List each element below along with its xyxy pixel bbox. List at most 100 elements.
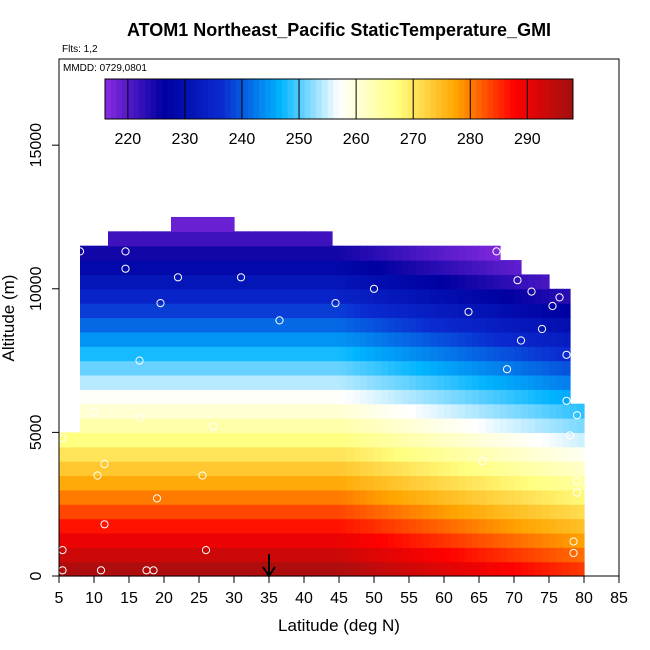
heatmap-cell <box>542 561 550 577</box>
heatmap-cell <box>269 461 277 477</box>
heatmap-cell <box>241 475 249 491</box>
heatmap-cell <box>339 446 347 462</box>
heatmap-cell <box>514 303 522 319</box>
heatmap-cell <box>514 489 522 505</box>
heatmap-cell <box>185 274 193 290</box>
heatmap-cell <box>304 561 312 577</box>
heatmap-cell <box>563 461 571 477</box>
heatmap-cell <box>395 518 403 534</box>
heatmap-cell <box>227 504 235 520</box>
heatmap-cell <box>465 260 473 276</box>
heatmap-cell <box>325 432 333 448</box>
heatmap-cell <box>472 432 480 448</box>
heatmap-cell <box>556 461 564 477</box>
heatmap-cell <box>73 504 81 520</box>
chart-title: ATOM1 Northeast_Pacific StaticTemperatur… <box>127 20 551 40</box>
colorbar-swatch <box>333 79 340 119</box>
heatmap-cell <box>171 446 179 462</box>
heatmap-cell <box>444 317 452 333</box>
heatmap-cell <box>458 288 466 304</box>
heatmap-cell <box>493 288 501 304</box>
heatmap-cell <box>542 504 550 520</box>
heatmap-cell <box>199 260 207 276</box>
heatmap-cell <box>136 360 144 376</box>
heatmap-cell <box>283 432 291 448</box>
heatmap-cell <box>234 547 242 563</box>
heatmap-cell <box>437 317 445 333</box>
heatmap-cell <box>437 518 445 534</box>
heatmap-cell <box>416 360 424 376</box>
heatmap-cell <box>269 303 277 319</box>
heatmap-cell <box>458 360 466 376</box>
heatmap-cell <box>87 288 95 304</box>
heatmap-cell <box>206 360 214 376</box>
heatmap-cell <box>269 317 277 333</box>
heatmap-cell <box>199 231 207 247</box>
heatmap-cell <box>276 418 284 433</box>
heatmap-cell <box>115 489 123 505</box>
x-tick-label: 35 <box>260 590 278 607</box>
heatmap-cell <box>444 346 452 362</box>
heatmap-cell <box>290 346 298 362</box>
heatmap-cell <box>318 288 326 304</box>
observation-point <box>212 207 221 216</box>
x-tick-label: 70 <box>505 590 523 607</box>
heatmap-cell <box>255 446 263 462</box>
heatmap-cell <box>94 374 102 390</box>
heatmap-cell <box>276 360 284 376</box>
heatmap-cell <box>332 346 340 362</box>
heatmap-cell <box>325 346 333 362</box>
heatmap-cell <box>325 475 333 491</box>
heatmap-cell <box>164 317 172 333</box>
heatmap-cell <box>472 245 480 261</box>
heatmap-cell <box>353 561 361 577</box>
heatmap-cell <box>234 303 242 319</box>
heatmap-cell <box>535 475 543 491</box>
heatmap-cell <box>150 418 158 433</box>
heatmap-cell <box>220 475 228 491</box>
heatmap-cell <box>206 231 214 247</box>
heatmap-cell <box>276 331 284 347</box>
heatmap-cell <box>241 245 249 261</box>
observation-point <box>516 336 526 345</box>
heatmap-cell <box>507 518 515 534</box>
heatmap-cell <box>227 561 235 577</box>
heatmap-cell <box>87 260 95 276</box>
heatmap-cell <box>500 288 508 304</box>
heatmap-cell <box>80 274 88 290</box>
heatmap-cell <box>157 288 165 304</box>
heatmap-cell <box>206 389 214 405</box>
heatmap-cell <box>185 561 193 577</box>
heatmap-cell <box>129 317 137 333</box>
colorbar-swatch <box>510 79 517 119</box>
observation-point <box>565 431 575 440</box>
heatmap-cell <box>500 403 508 419</box>
heatmap-cell <box>388 360 396 376</box>
heatmap-cell <box>136 374 144 390</box>
heatmap-cell <box>136 561 144 577</box>
heatmap-cell <box>563 403 571 419</box>
heatmap-cell <box>493 561 501 577</box>
heatmap-cell <box>164 446 172 462</box>
heatmap-cell <box>311 303 319 319</box>
heatmap-cell <box>108 489 116 505</box>
observation-point <box>502 365 512 374</box>
heatmap-cell <box>262 561 270 577</box>
heatmap-cell <box>563 374 571 390</box>
heatmap-cell <box>388 446 396 462</box>
x-tick-label: 80 <box>575 590 593 607</box>
heatmap-cell <box>542 418 550 433</box>
heatmap-cell <box>409 561 417 577</box>
heatmap-cell <box>472 504 480 520</box>
heatmap-cell <box>423 418 431 433</box>
heatmap-cell <box>500 418 508 433</box>
heatmap-cell <box>556 504 564 520</box>
heatmap-cell <box>451 245 459 261</box>
heatmap-cell <box>535 446 543 462</box>
heatmap-cell <box>507 489 515 505</box>
heatmap-cell <box>94 245 102 261</box>
heatmap-cell <box>507 260 515 276</box>
heatmap-cell <box>157 317 165 333</box>
heatmap-cell <box>192 274 200 290</box>
heatmap-cell <box>486 389 494 405</box>
